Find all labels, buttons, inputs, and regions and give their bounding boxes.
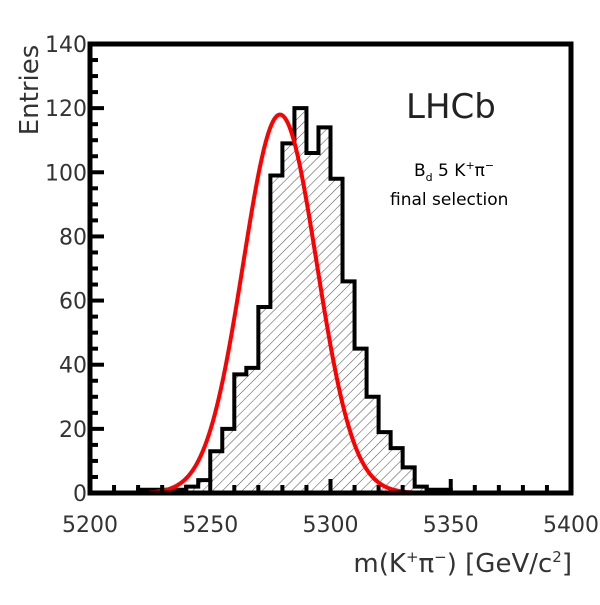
fit-layer (136, 112, 420, 495)
histogram-bin (402, 467, 415, 493)
y-tick-label: 140 (45, 33, 87, 58)
histogram-bin (378, 432, 391, 493)
x-title-prefix: m(K (353, 549, 406, 579)
histogram-bin (330, 178, 343, 493)
decay-sub: d (426, 171, 433, 184)
y-tick-label: 120 (45, 97, 87, 122)
y-tick-label: 0 (73, 482, 87, 507)
experiment-label: LHCb (406, 87, 496, 127)
x-title-minus: − (434, 548, 447, 566)
x-tick-label: 5200 (62, 513, 118, 538)
histogram-bin (414, 486, 427, 493)
decay-pi: π (475, 161, 485, 181)
histogram-layer (136, 106, 453, 494)
x-tick-label: 5350 (423, 513, 479, 538)
decay-rest: 5 K (433, 161, 467, 181)
decay-b: B (414, 161, 426, 181)
x-tick-label: 5400 (543, 513, 599, 538)
histogram-bin (258, 306, 271, 493)
y-tick-label: 40 (59, 354, 87, 379)
histogram-bin (198, 480, 211, 493)
axis-ticks (88, 42, 573, 495)
decay-plus: + (465, 159, 474, 172)
histogram-bin (234, 374, 247, 493)
y-tick-label: 80 (59, 225, 87, 250)
histogram-bin (222, 428, 235, 493)
histogram-bin (282, 143, 295, 493)
x-title-close: ] (562, 549, 572, 579)
x-tick-label: 5250 (182, 513, 238, 538)
x-tick-label: 5300 (303, 513, 359, 538)
y-tick-label: 20 (59, 418, 87, 443)
histogram-outline (136, 106, 453, 493)
histogram-bin (390, 448, 403, 493)
y-tick-label: 100 (45, 161, 87, 186)
fit-curve (136, 112, 420, 495)
histogram-bin (186, 486, 199, 493)
histogram-bin (246, 367, 259, 493)
tick-labels: 0 20 40 60 80 100 120 140 5200 5250 5300 5350 5400 (45, 33, 599, 538)
histogram-bin (270, 175, 283, 493)
x-title-pi: π (419, 549, 435, 579)
histogram-bin (306, 153, 319, 494)
x-axis-title: m(K+π−) [GeV/c2] (353, 548, 572, 579)
x-title-plus: + (406, 548, 419, 566)
histogram-bin (366, 396, 379, 493)
histogram-bin (210, 451, 223, 493)
y-axis-title: Entries (15, 45, 45, 136)
x-title-sq: 2 (552, 548, 562, 566)
selection-annotation: final selection (390, 190, 508, 210)
x-title-suffix: ) [GeV/c (447, 549, 553, 579)
decay-minus: − (485, 159, 494, 172)
histogram-bin (354, 348, 367, 493)
histogram-bin (294, 108, 307, 494)
y-tick-label: 60 (59, 290, 87, 315)
decay-annotation: Bd 5 K+π− (414, 159, 494, 184)
